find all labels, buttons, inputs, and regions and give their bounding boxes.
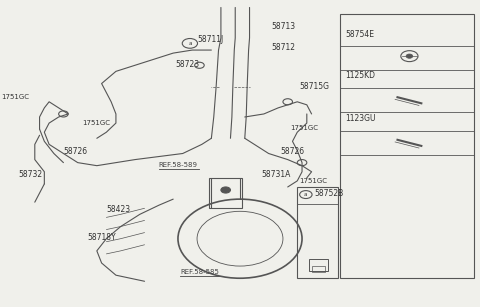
Text: REF.58-589: REF.58-589: [159, 162, 198, 168]
Bar: [340, 14, 474, 278]
Text: 58723: 58723: [176, 60, 200, 69]
Text: 58726: 58726: [281, 147, 305, 157]
Text: 58752B: 58752B: [314, 189, 343, 198]
Text: 58713: 58713: [271, 22, 295, 31]
Text: 58754E: 58754E: [345, 30, 374, 39]
Circle shape: [406, 54, 413, 58]
Bar: [312, 266, 325, 271]
Text: 1125KD: 1125KD: [345, 71, 375, 80]
Text: 1751GC: 1751GC: [300, 178, 328, 185]
Bar: [297, 187, 338, 278]
Text: a: a: [188, 41, 192, 46]
Text: 58732: 58732: [18, 170, 42, 179]
Text: 58718Y: 58718Y: [87, 233, 116, 242]
Text: 58731A: 58731A: [262, 170, 291, 179]
Text: 1751GC: 1751GC: [290, 125, 318, 131]
Text: 58712: 58712: [271, 43, 295, 52]
Text: 58715G: 58715G: [300, 82, 330, 91]
Bar: [209, 178, 242, 208]
Circle shape: [221, 187, 230, 193]
Text: a: a: [304, 192, 308, 197]
Bar: [309, 259, 328, 271]
Text: 58711J: 58711J: [197, 35, 223, 44]
Text: 58726: 58726: [63, 147, 87, 157]
Text: REF.58-585: REF.58-585: [180, 269, 219, 275]
Text: 1123GU: 1123GU: [345, 114, 375, 123]
Text: 1751GC: 1751GC: [1, 94, 29, 100]
Text: 58423: 58423: [107, 205, 131, 214]
Text: 1751GC: 1751GC: [83, 120, 110, 126]
